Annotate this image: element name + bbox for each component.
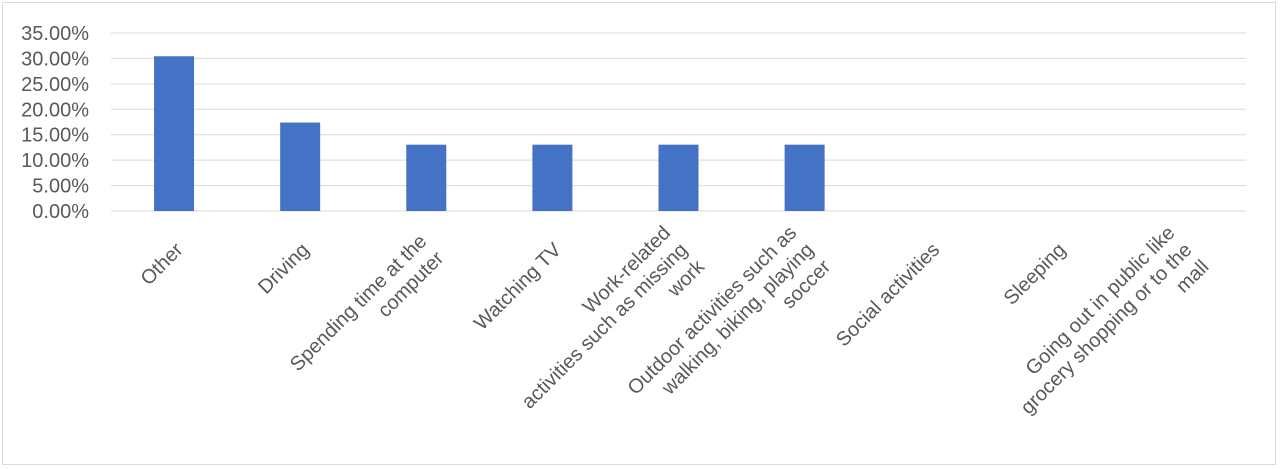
y-tick-label: 10.00% [21,150,89,172]
y-tick-label: 25.00% [21,74,89,96]
y-tick-label: 35.00% [21,23,89,45]
bar [154,56,195,211]
bar [532,144,573,211]
x-tick-label: Going out in public likegrocery shopping… [1000,222,1214,436]
x-tick-label-line: Going out in public like [1022,222,1180,380]
bar [280,122,321,211]
y-axis-tick-labels: 0.00% 5.00% 10.00% 15.00% 20.00% 25.00% 30.00%… [21,23,89,223]
bars [154,56,825,211]
x-tick-label-line: Driving [254,239,314,299]
y-tick-label: 30.00% [21,48,89,70]
x-tick-label-line: Social activities [832,239,944,351]
x-tick-label: Sleeping [1000,239,1071,310]
x-tick-label: Driving [254,239,314,299]
x-tick-label-line: Watching TV [470,238,566,334]
x-tick-label: Social activities [832,239,944,351]
x-tick-label-line: Sleeping [1000,239,1071,310]
y-tick-label: 5.00% [32,176,89,198]
x-tick-label: Other [137,239,188,290]
bar [658,144,699,211]
x-tick-label-line: Other [137,239,188,290]
bar [406,144,447,211]
x-tick-label: Work-relatedactivities such as missingwo… [501,221,710,430]
y-tick-label: 0.00% [32,201,89,223]
bar [784,144,825,211]
y-tick-label: 15.00% [21,125,89,147]
x-tick-label: Watching TV [470,238,566,334]
y-tick-label: 20.00% [21,99,89,121]
